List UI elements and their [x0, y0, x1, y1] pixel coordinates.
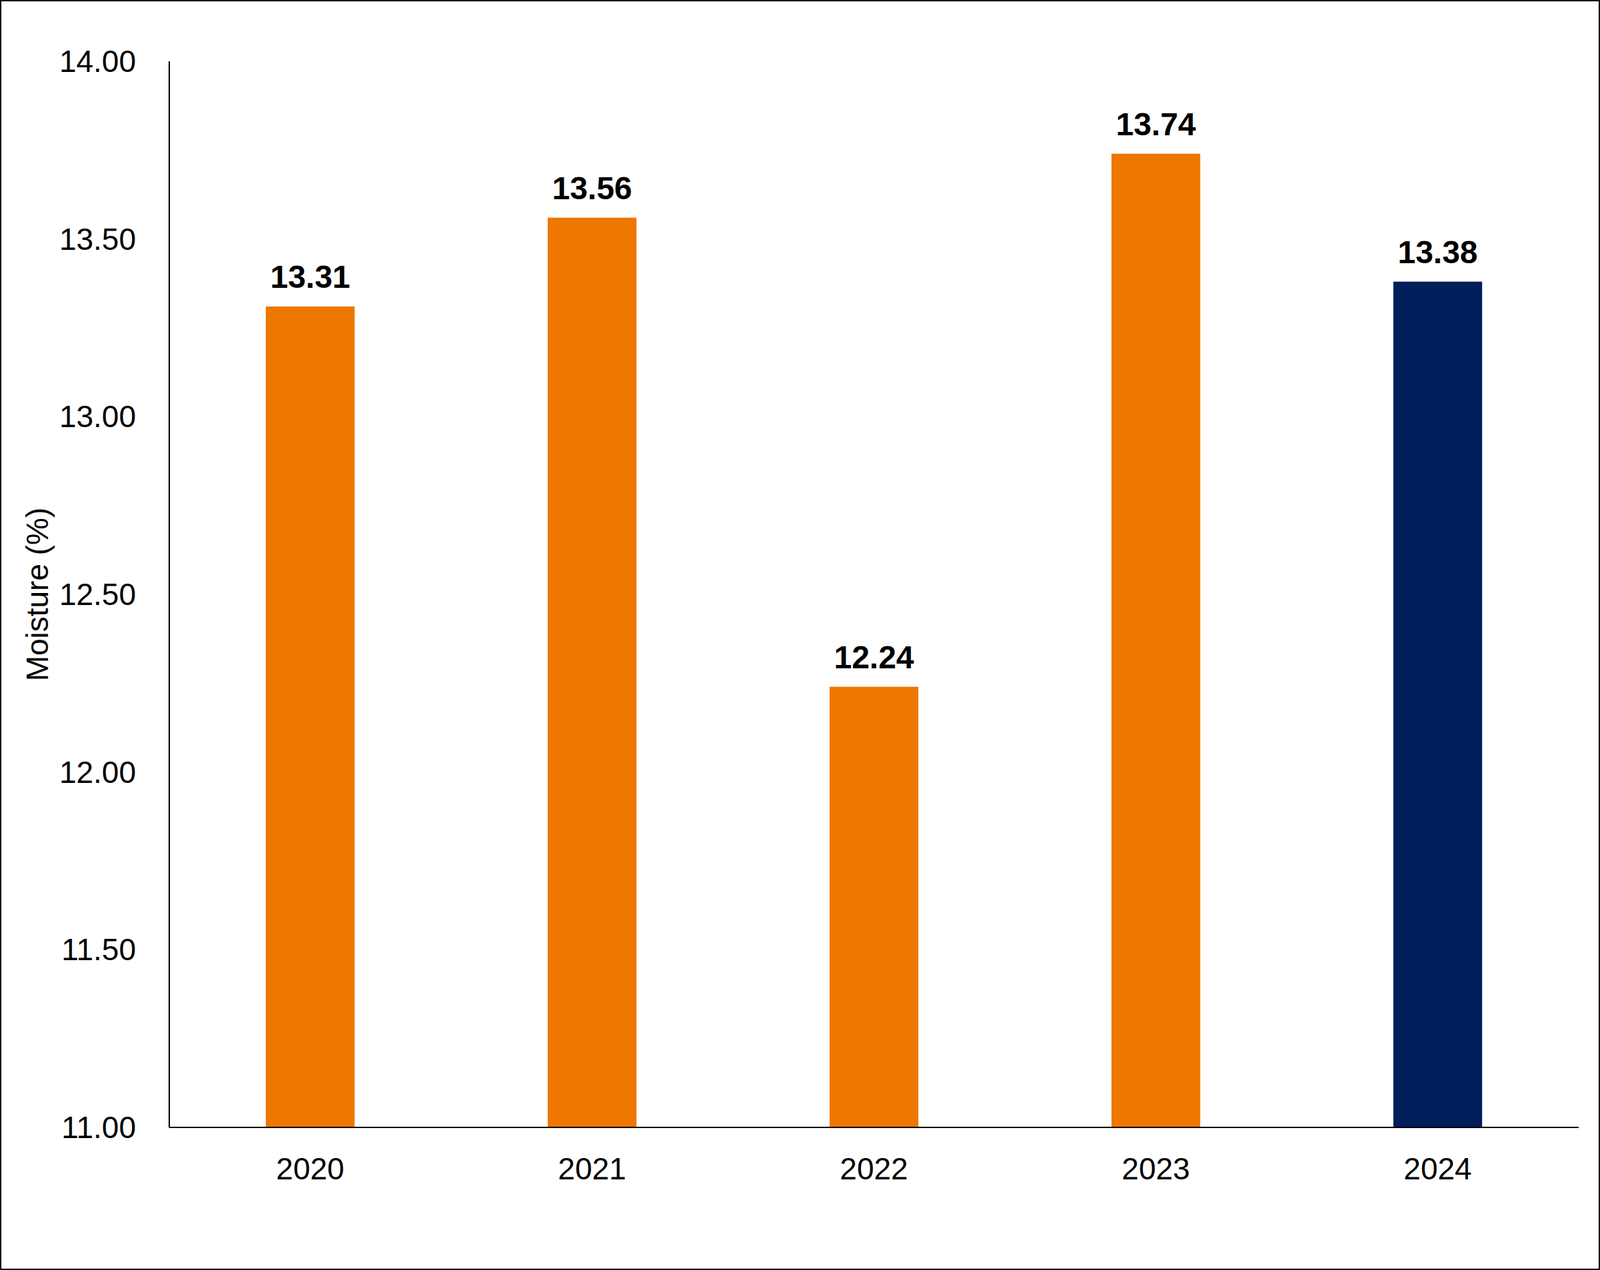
- y-axis-title: Moisture (%): [19, 507, 55, 682]
- x-tick-label: 2024: [1403, 1151, 1472, 1187]
- data-label: 13.56: [551, 170, 632, 206]
- bar: [829, 687, 919, 1128]
- y-tick-label: 13.00: [59, 399, 136, 434]
- x-tick-label: 2022: [839, 1151, 908, 1187]
- y-tick-label: 11.50: [61, 932, 136, 967]
- x-axis: [169, 1126, 1579, 1129]
- x-tick-label: 2020: [275, 1151, 344, 1187]
- y-axis: [168, 61, 170, 1128]
- y-tick-label: 11.00: [61, 1110, 136, 1145]
- frame: [0, 0, 1600, 1270]
- x-tick-label: 2021: [557, 1151, 626, 1187]
- data-label: 13.38: [1397, 234, 1478, 270]
- data-label: 13.74: [1115, 106, 1196, 142]
- x-tick-label: 2023: [1121, 1151, 1190, 1187]
- y-tick-label: 14.00: [59, 43, 136, 79]
- y-tick-label: 12.00: [59, 755, 136, 790]
- data-label: 12.24: [833, 639, 914, 676]
- data-label: 13.31: [269, 259, 350, 295]
- y-tick-label: 13.50: [59, 221, 136, 257]
- bar: [1111, 153, 1201, 1128]
- bar: [1393, 281, 1483, 1128]
- bar: [265, 306, 355, 1128]
- y-tick-label: 12.50: [59, 577, 136, 612]
- chart: 11.00 11.50 12.00 12.50 13.00 13.50 14.00 2020 2…: [0, 0, 1600, 1270]
- bars: [265, 153, 1483, 1128]
- bar: [547, 217, 637, 1128]
